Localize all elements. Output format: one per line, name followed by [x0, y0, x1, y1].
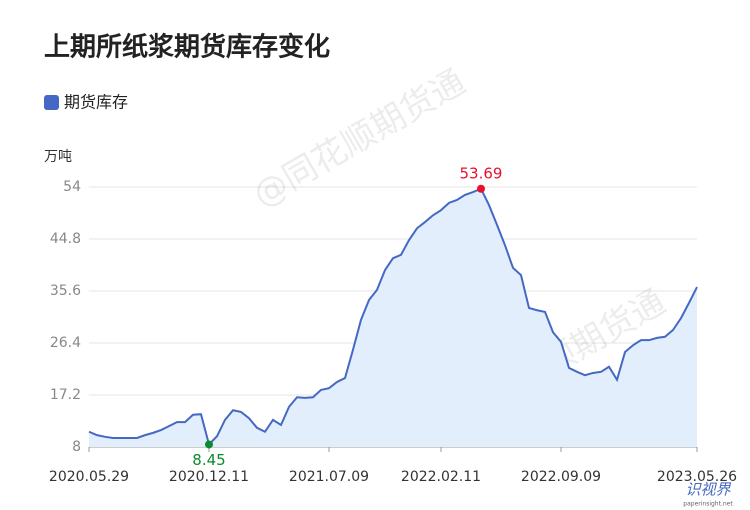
logo-text: 识视界 [685, 481, 731, 499]
marker [205, 440, 213, 449]
legend-label: 期货库存 [64, 93, 128, 112]
y-tick-label: 8 [72, 439, 81, 455]
legend-swatch [44, 95, 59, 110]
y-tick-label: 35.6 [50, 283, 81, 299]
watermark: @同花顺期货通 [246, 62, 472, 216]
x-tick-label: 2020.12.11 [169, 469, 249, 485]
marker [477, 184, 485, 193]
y-unit: 万吨 [44, 149, 72, 165]
area [89, 188, 697, 447]
y-tick-label: 54 [63, 179, 81, 195]
data-label: 8.45 [192, 451, 225, 469]
x-tick-label: 2021.07.09 [289, 469, 369, 485]
x-tick-label: 2022.09.09 [521, 469, 601, 485]
logo-url: paperinsight.net [683, 501, 733, 508]
data-label: 53.69 [460, 164, 503, 182]
y-tick-label: 44.8 [50, 231, 81, 247]
x-tick-label: 2023.05.26 [657, 469, 737, 485]
line [88, 187, 698, 447]
y-tick-label: 26.4 [50, 335, 81, 351]
x-tick-label: 2022.02.11 [401, 469, 481, 485]
x-tick-label: 2020.05.29 [49, 469, 129, 485]
y-tick-label: 17.2 [50, 387, 81, 403]
chart-title: 上期所纸浆期货库存变化 [44, 32, 330, 63]
